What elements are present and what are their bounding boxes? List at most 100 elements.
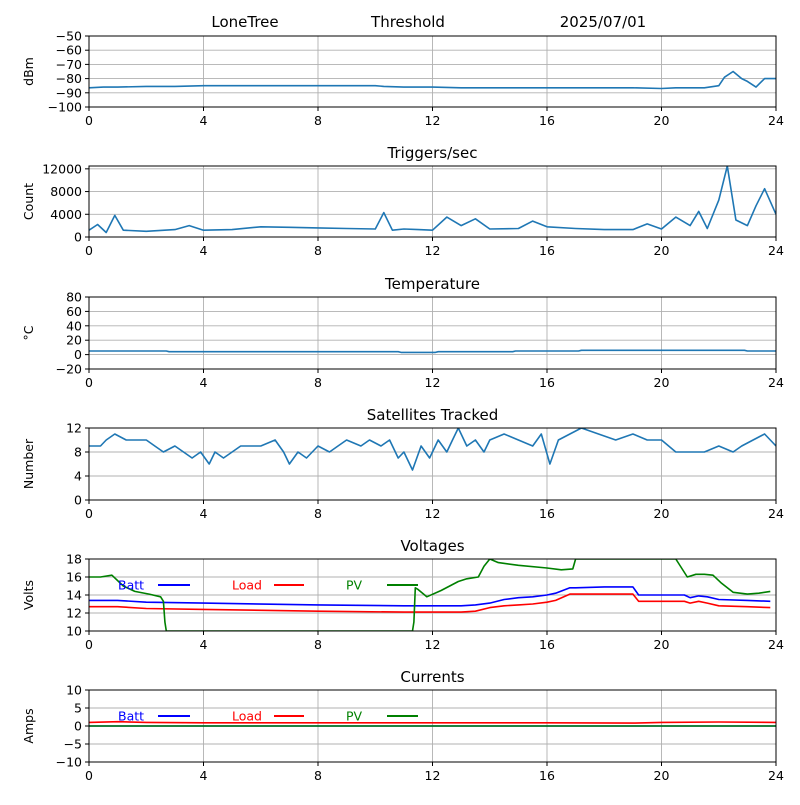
x-tick-label: 0: [85, 113, 93, 128]
x-tick-label: 0: [85, 637, 93, 652]
y-tick-label: 16: [66, 570, 82, 585]
y-tick-label: 40: [66, 318, 82, 333]
y-axis-label: Amps: [21, 708, 36, 743]
y-tick-label: 0: [74, 230, 82, 245]
x-tick-label: 12: [425, 243, 441, 258]
x-tick-label: 4: [200, 113, 208, 128]
legend-label-load: Load: [232, 578, 262, 593]
x-tick-label: 12: [425, 506, 441, 521]
x-tick-label: 0: [85, 375, 93, 390]
chart-triggers: 0 4 8 12 16 20 24 0 4000 8000 12000 Triggers/sec Cou…: [21, 144, 784, 258]
chart-title: Triggers/sec: [387, 144, 478, 162]
y-tick-label: 0: [74, 719, 82, 734]
y-axis-label: dBm: [21, 57, 36, 86]
x-tick-label: 0: [85, 768, 93, 783]
y-tick-label: 14: [66, 588, 82, 603]
x-tick-label: 8: [314, 768, 322, 783]
y-tick-label: 60: [66, 304, 82, 319]
series-line-load: [89, 593, 771, 613]
series-line-batt: [89, 586, 771, 607]
station-name: LoneTree: [211, 13, 278, 31]
y-tick-label: −20: [56, 362, 82, 377]
legend-label-batt: Batt: [118, 709, 144, 724]
x-tick-label: 24: [768, 243, 784, 258]
x-tick-label: 12: [425, 768, 441, 783]
x-tick-label: 20: [654, 243, 670, 258]
chart-voltages: 0 4 8 12 16 20 24 10 12 14 16 18 Voltages Volts Batt Lo…: [21, 537, 784, 652]
x-tick-label: 8: [314, 637, 322, 652]
y-tick-label: 10: [66, 683, 82, 698]
y-axis-label: Volts: [21, 580, 36, 610]
x-tick-label: 12: [425, 637, 441, 652]
x-tick-label: 4: [200, 506, 208, 521]
y-axis-label: °C: [21, 325, 36, 340]
x-tick-label: 16: [539, 768, 555, 783]
x-tick-label: 8: [314, 375, 322, 390]
y-tick-label: −90: [56, 85, 82, 100]
x-tick-label: 8: [314, 243, 322, 258]
date-label: 2025/07/01: [560, 13, 646, 31]
y-tick-label: 0: [74, 493, 82, 508]
y-axis-label: Count: [21, 183, 36, 220]
x-tick-label: 8: [314, 113, 322, 128]
x-tick-label: 8: [314, 506, 322, 521]
y-tick-label: 20: [66, 333, 82, 348]
chart-title: Voltages: [400, 537, 464, 555]
x-tick-label: 4: [200, 243, 208, 258]
chart-currents: 0 4 8 12 16 20 24 −10 −5 0 5 10 Currents Amps Batt Load…: [21, 668, 784, 783]
legend-label-pv: PV: [346, 709, 363, 724]
y-axis-label: Number: [21, 438, 36, 489]
y-tick-label: 18: [66, 552, 82, 567]
x-tick-label: 24: [768, 375, 784, 390]
x-tick-label: 4: [200, 375, 208, 390]
y-tick-label: 12: [66, 421, 82, 436]
y-tick-label: 10: [66, 624, 82, 639]
series-line: [89, 166, 776, 234]
x-tick-label: 20: [654, 506, 670, 521]
legend-label-load: Load: [232, 709, 262, 724]
chart-title: Temperature: [384, 275, 480, 293]
x-tick-label: 12: [425, 113, 441, 128]
y-tick-label: 12000: [42, 161, 82, 176]
legend-label-pv: PV: [346, 578, 363, 593]
series-line-pv: [89, 559, 771, 631]
y-tick-label: −100: [48, 100, 82, 115]
chart-satellites: 0 4 8 12 16 20 24 0 4 8 12 Satellites Tracked Number: [21, 406, 784, 521]
x-tick-label: 4: [200, 637, 208, 652]
series-line: [89, 349, 776, 354]
y-tick-label: 4000: [50, 207, 82, 222]
series-line: [89, 70, 776, 90]
x-tick-label: 16: [539, 375, 555, 390]
x-tick-label: 16: [539, 113, 555, 128]
x-tick-label: 12: [425, 375, 441, 390]
y-tick-label: 8000: [50, 184, 82, 199]
y-tick-label: −80: [56, 71, 82, 86]
chart-rssi: 0 4 8 12 16 20 24 −100−90−80−70−60−50 dBm: [21, 29, 784, 129]
x-tick-label: 0: [85, 243, 93, 258]
x-tick-label: 16: [539, 243, 555, 258]
y-tick-label: 4: [74, 469, 82, 484]
y-tick-label: −5: [64, 737, 82, 752]
x-tick-label: 24: [768, 506, 784, 521]
y-tick-label: −50: [56, 29, 82, 44]
x-tick-label: 20: [654, 375, 670, 390]
x-tick-label: 24: [768, 768, 784, 783]
x-tick-label: 20: [654, 768, 670, 783]
x-tick-label: 0: [85, 506, 93, 521]
y-tick-label: −70: [56, 57, 82, 72]
y-tick-label: −10: [56, 755, 82, 770]
series-line-load: [89, 720, 776, 724]
y-tick-label: 12: [66, 606, 82, 621]
chart-title: Satellites Tracked: [367, 406, 498, 424]
x-tick-label: 20: [654, 113, 670, 128]
x-tick-label: 16: [539, 506, 555, 521]
mode-label: Threshold: [370, 13, 445, 31]
x-tick-label: 24: [768, 637, 784, 652]
x-tick-label: 4: [200, 768, 208, 783]
y-tick-label: 8: [74, 445, 82, 460]
y-tick-label: 5: [74, 701, 82, 716]
